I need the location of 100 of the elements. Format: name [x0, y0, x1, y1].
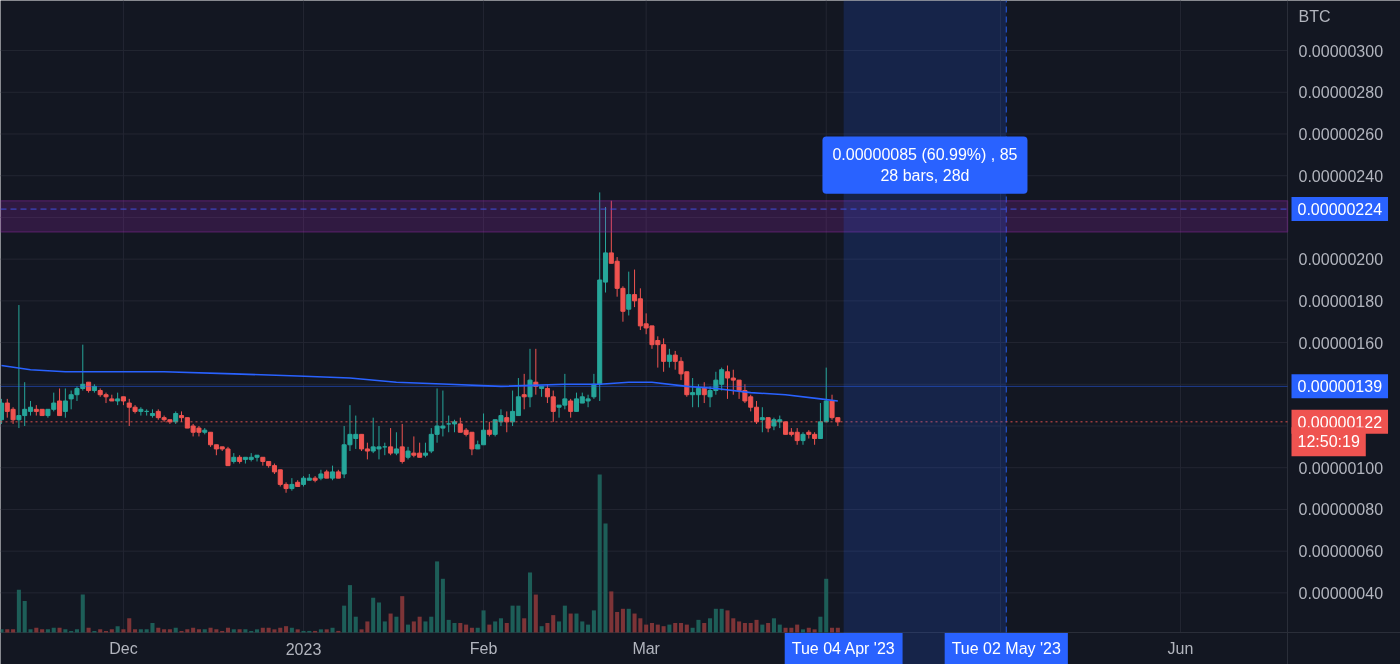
bar [40, 629, 45, 633]
bar [11, 629, 16, 633]
candlestick [800, 431, 806, 446]
bar [766, 623, 771, 633]
candlestick [399, 423, 405, 465]
bar [0, 629, 4, 633]
ref-line-label: Tue 02 May '23 [951, 640, 1061, 657]
candlestick [521, 373, 527, 410]
bar [284, 626, 289, 633]
y-tick-label: 0.00000160 [1298, 334, 1384, 352]
bar [527, 572, 533, 633]
bar [806, 627, 811, 633]
x-tick-label: 2023 [285, 640, 322, 658]
bar [138, 629, 143, 633]
bar [121, 629, 126, 633]
bar [417, 616, 422, 633]
bar [742, 623, 747, 633]
bar [498, 618, 503, 633]
bar [609, 591, 614, 633]
candlestick [823, 367, 829, 423]
bar [173, 627, 178, 633]
bar [80, 594, 85, 633]
candlestick [289, 477, 295, 492]
candlestick [312, 475, 318, 483]
bar [760, 624, 765, 633]
bar [353, 616, 358, 633]
bar [568, 613, 573, 633]
bar [16, 589, 21, 633]
y-tick-label: 0.00000080 [1298, 501, 1384, 519]
bar [347, 585, 352, 633]
bar [800, 629, 806, 633]
bar [620, 608, 625, 633]
x-tick-label: Feb [469, 640, 498, 657]
bar [57, 627, 62, 633]
bar [464, 624, 469, 633]
bar [330, 627, 335, 633]
bar [98, 629, 103, 633]
bar [440, 578, 445, 633]
bar [702, 623, 707, 633]
bar [324, 629, 329, 633]
y-tick-label: 0.00000200 [1298, 251, 1384, 269]
bar [708, 618, 713, 633]
bar [435, 561, 440, 633]
bar [487, 624, 492, 633]
bar [318, 629, 323, 633]
bar [237, 629, 242, 633]
bar [469, 627, 474, 633]
y-tick-label: 0.00000100 [1298, 459, 1384, 477]
candlestick [591, 373, 597, 400]
x-tick-label: Mar [632, 640, 661, 657]
bar [667, 624, 672, 633]
bar [719, 608, 724, 633]
y-tick-label: 0.00000060 [1298, 543, 1384, 561]
bar [225, 627, 231, 633]
bar [342, 605, 347, 633]
bar [713, 608, 718, 633]
bar [74, 629, 80, 633]
bar [382, 621, 387, 633]
bar [458, 623, 463, 633]
y-tick-label: 0.00000180 [1298, 292, 1384, 310]
bar [254, 629, 260, 633]
bar [191, 627, 196, 633]
x-tick-label: Dec [109, 640, 138, 657]
bar [34, 627, 39, 633]
bar [771, 618, 776, 633]
bar [289, 627, 294, 633]
bar [655, 624, 660, 633]
bar [109, 629, 114, 633]
candlestick [666, 348, 672, 369]
bar [539, 626, 544, 633]
candlestick [138, 406, 144, 417]
bar [243, 629, 248, 633]
candlestick [393, 431, 399, 456]
ref-line-label: 0.00000122 [1297, 413, 1383, 431]
bar [661, 626, 666, 633]
bar [504, 623, 509, 633]
x-tick-label: Jun [1167, 640, 1194, 657]
y-axis-title: BTC [1298, 8, 1331, 25]
bar [406, 624, 411, 633]
bar [551, 615, 556, 633]
bar [644, 624, 649, 633]
bar [678, 623, 684, 633]
bar [394, 616, 399, 633]
bar [586, 624, 591, 633]
bar [156, 627, 161, 633]
y-tick-label: 0.00000040 [1298, 584, 1384, 602]
annotation: 12:50:19 [1297, 433, 1360, 451]
candlestick [701, 381, 707, 404]
bar [626, 608, 631, 633]
bar [115, 626, 120, 633]
bar [684, 624, 689, 633]
bar [45, 629, 50, 633]
bar [196, 629, 201, 633]
bar [615, 611, 620, 633]
y-tick-label: 0.00000300 [1298, 42, 1384, 60]
y-tick-label: 0.00000240 [1298, 167, 1384, 185]
bar [400, 596, 405, 633]
bar [737, 621, 742, 633]
bar [533, 594, 538, 633]
bar [795, 624, 800, 633]
